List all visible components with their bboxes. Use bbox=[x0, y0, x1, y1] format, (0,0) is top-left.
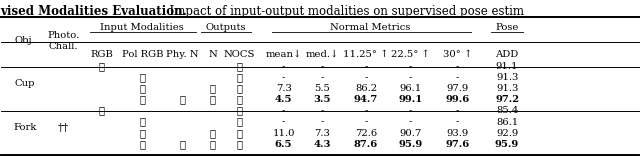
Text: ✓: ✓ bbox=[210, 84, 216, 93]
Text: 91.1: 91.1 bbox=[496, 62, 518, 71]
Text: -: - bbox=[409, 73, 412, 82]
Text: ✓: ✓ bbox=[140, 95, 145, 104]
Text: 6.5: 6.5 bbox=[275, 140, 292, 149]
Text: 3.5: 3.5 bbox=[313, 95, 331, 104]
Text: Normal Metrics: Normal Metrics bbox=[330, 23, 411, 32]
Text: 93.9: 93.9 bbox=[446, 129, 468, 138]
Text: Phy. N: Phy. N bbox=[166, 50, 198, 58]
Text: Obj.: Obj. bbox=[15, 36, 35, 45]
Text: -: - bbox=[282, 106, 285, 115]
Text: ✓: ✓ bbox=[237, 84, 243, 93]
Text: vised Modalities Evaluation.: vised Modalities Evaluation. bbox=[1, 5, 188, 18]
Text: ✓: ✓ bbox=[140, 140, 145, 149]
Text: -: - bbox=[456, 62, 459, 71]
Text: 99.1: 99.1 bbox=[399, 95, 423, 104]
Text: 91.3: 91.3 bbox=[496, 84, 518, 93]
Text: 97.6: 97.6 bbox=[445, 140, 469, 149]
Text: 87.6: 87.6 bbox=[354, 140, 378, 149]
Text: -: - bbox=[282, 73, 285, 82]
Text: 94.7: 94.7 bbox=[354, 95, 378, 104]
Text: 4.5: 4.5 bbox=[275, 95, 292, 104]
Text: -: - bbox=[409, 106, 412, 115]
Text: ✓: ✓ bbox=[99, 106, 104, 115]
Text: med.↓: med.↓ bbox=[305, 50, 339, 58]
Text: 72.6: 72.6 bbox=[355, 129, 377, 138]
Text: ✓: ✓ bbox=[237, 106, 243, 115]
Text: 91.3: 91.3 bbox=[496, 73, 518, 82]
Text: ††: †† bbox=[58, 123, 69, 133]
Text: -: - bbox=[320, 118, 324, 127]
Text: ✓: ✓ bbox=[140, 73, 145, 82]
Text: 5.5: 5.5 bbox=[314, 84, 330, 93]
Text: 7.3: 7.3 bbox=[276, 84, 292, 93]
Text: ✓: ✓ bbox=[210, 129, 216, 138]
Text: -: - bbox=[364, 118, 367, 127]
Text: ✓: ✓ bbox=[99, 62, 104, 71]
Text: -: - bbox=[409, 62, 412, 71]
Text: 86.1: 86.1 bbox=[496, 118, 518, 127]
Text: -: - bbox=[320, 106, 324, 115]
Text: ✓: ✓ bbox=[140, 129, 145, 138]
Text: NOCS: NOCS bbox=[224, 50, 255, 58]
Text: ✓: ✓ bbox=[210, 95, 216, 104]
Text: ✓: ✓ bbox=[210, 140, 216, 149]
Text: 99.6: 99.6 bbox=[445, 95, 469, 104]
Text: ✓: ✓ bbox=[140, 84, 145, 93]
Text: -: - bbox=[456, 73, 459, 82]
Text: ✓: ✓ bbox=[140, 118, 145, 127]
Text: 90.7: 90.7 bbox=[399, 129, 422, 138]
Text: Input Modalities: Input Modalities bbox=[100, 23, 184, 32]
Text: ✓: ✓ bbox=[237, 62, 243, 71]
Text: ADD: ADD bbox=[495, 50, 519, 58]
Text: 30° ↑: 30° ↑ bbox=[443, 50, 472, 58]
Text: -: - bbox=[282, 62, 285, 71]
Text: ✓: ✓ bbox=[237, 129, 243, 138]
Text: -: - bbox=[364, 73, 367, 82]
Text: N: N bbox=[209, 50, 217, 58]
Text: -: - bbox=[320, 73, 324, 82]
Text: 4.3: 4.3 bbox=[313, 140, 331, 149]
Text: Cup: Cup bbox=[15, 79, 35, 88]
Text: ✓: ✓ bbox=[237, 73, 243, 82]
Text: -: - bbox=[364, 106, 367, 115]
Text: mean↓: mean↓ bbox=[266, 50, 302, 58]
Text: 95.9: 95.9 bbox=[495, 140, 519, 149]
Text: Outputs: Outputs bbox=[206, 23, 246, 32]
Text: Pol RGB: Pol RGB bbox=[122, 50, 163, 58]
Text: 11.0: 11.0 bbox=[273, 129, 295, 138]
Text: ✓: ✓ bbox=[179, 140, 185, 149]
Text: 11.25° ↑: 11.25° ↑ bbox=[343, 50, 388, 58]
Text: 22.5° ↑: 22.5° ↑ bbox=[391, 50, 430, 58]
Text: Impact of input-output modalities on supervised pose estim: Impact of input-output modalities on sup… bbox=[162, 5, 524, 18]
Text: RGB: RGB bbox=[90, 50, 113, 58]
Text: 95.9: 95.9 bbox=[399, 140, 423, 149]
Text: -: - bbox=[456, 106, 459, 115]
Text: -: - bbox=[282, 118, 285, 127]
Text: ✓: ✓ bbox=[237, 118, 243, 127]
Text: -: - bbox=[364, 62, 367, 71]
Text: Photo.
Chall.: Photo. Chall. bbox=[47, 31, 79, 51]
Text: 96.1: 96.1 bbox=[399, 84, 422, 93]
Text: 92.9: 92.9 bbox=[496, 129, 518, 138]
Text: -: - bbox=[320, 62, 324, 71]
Text: 85.4: 85.4 bbox=[496, 106, 518, 115]
Text: ✓: ✓ bbox=[237, 140, 243, 149]
Text: -: - bbox=[456, 118, 459, 127]
Text: -: - bbox=[409, 118, 412, 127]
Text: ✓: ✓ bbox=[179, 95, 185, 104]
Text: Fork: Fork bbox=[13, 123, 36, 132]
Text: Pose: Pose bbox=[495, 23, 519, 32]
Text: 97.9: 97.9 bbox=[446, 84, 468, 93]
Text: 7.3: 7.3 bbox=[314, 129, 330, 138]
Text: ✓: ✓ bbox=[237, 95, 243, 104]
Text: 97.2: 97.2 bbox=[495, 95, 519, 104]
Text: 86.2: 86.2 bbox=[355, 84, 377, 93]
